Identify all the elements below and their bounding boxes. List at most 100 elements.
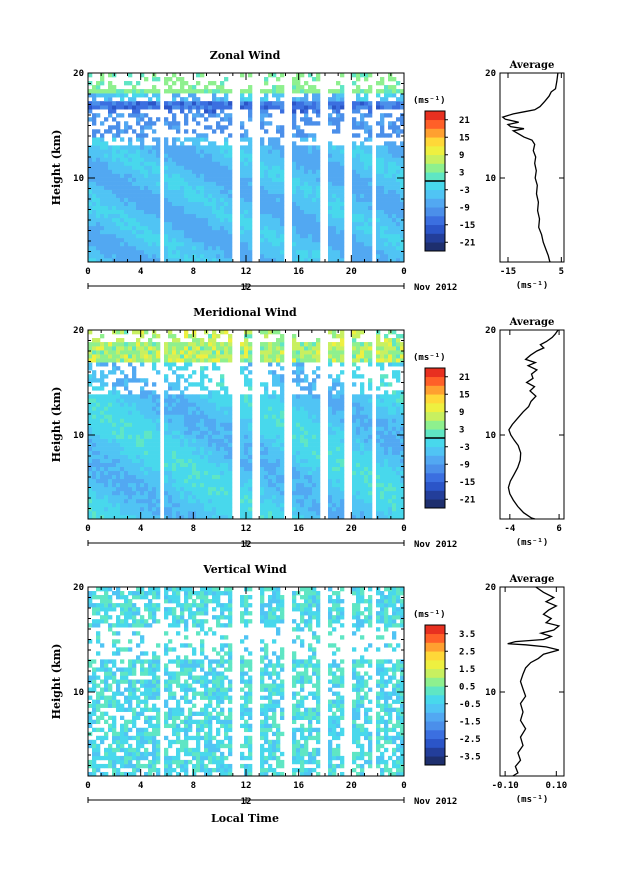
heatmap-cell [328,145,333,150]
heatmap-cell [296,125,301,130]
heatmap-cell [268,490,273,496]
heatmap-cell [144,514,149,520]
heatmap-cell [328,241,333,247]
heatmap-cell [304,474,309,480]
heatmap-cell [268,346,273,351]
heatmap-cell [292,506,297,512]
heatmap-cell [332,490,337,496]
heatmap-cell [148,354,153,359]
heatmap-cell [268,241,273,247]
heatmap-cell [100,73,105,78]
heatmap-cell [176,510,181,516]
heatmap-cell [132,177,137,182]
heatmap-cell [260,450,265,455]
heatmap-cell [224,157,229,162]
heatmap-cell [220,438,225,443]
heatmap-cell [396,129,401,134]
heatmap-cell [180,506,185,512]
heatmap-cell [176,418,181,423]
heatmap-cell [148,358,153,363]
heatmap-cell [328,446,333,451]
heatmap-cell [172,362,177,367]
heatmap-cell [304,378,309,383]
heatmap-cell [92,121,97,126]
heatmap-cell [264,253,269,259]
heatmap-cell [328,249,333,255]
heatmap-cell [136,153,141,158]
heatmap-cell [148,97,153,102]
heatmap-cell [156,334,161,339]
heatmap-cell [272,390,277,395]
heatmap-cell [108,217,113,223]
heatmap-cell [312,446,317,451]
heatmap-cell [336,450,341,455]
heatmap-cell [156,414,161,419]
heatmap-cell [132,462,137,468]
heatmap-cell [328,149,333,154]
heatmap-cell [340,386,345,391]
heatmap-cell [188,502,193,508]
heatmap-cell [300,514,305,520]
heatmap-cell [208,478,213,484]
heatmap-cell [312,85,317,90]
heatmap-cell [132,189,137,194]
heatmap-cell [392,229,397,235]
heatmap-cell [116,486,121,492]
heatmap-cell [100,77,105,82]
heatmap-cell [300,229,305,235]
heatmap-cell [152,221,157,227]
heatmap-cell [156,245,161,251]
heatmap-cell [88,342,93,347]
heatmap-cell [292,121,297,126]
heatmap-cell [308,442,313,447]
heatmap-cell [168,225,173,231]
heatmap-cell [148,121,153,126]
heatmap-cell [388,189,393,194]
heatmap-cell [280,494,285,500]
heatmap-cell [156,478,161,484]
heatmap-cell [164,165,169,170]
heatmap-cell [128,494,133,500]
heatmap-cell [92,137,97,142]
heatmap-cell [396,173,401,178]
heatmap-cell [260,482,265,488]
heatmap-cell [316,113,321,118]
heatmap-cell [124,438,129,443]
heatmap-cell [248,185,253,190]
heatmap-cell [224,506,229,512]
heatmap-cell [176,249,181,255]
heatmap-cell [124,342,129,347]
heatmap-cell [292,245,297,251]
heatmap-cell [140,506,145,512]
heatmap-cell [220,474,225,480]
heatmap-cell [352,253,357,259]
heatmap-cell [224,438,229,443]
heatmap-cell [184,422,189,427]
heatmap-cell [120,490,125,496]
heatmap-cell [112,498,117,504]
heatmap-cell [280,149,285,154]
heatmap-cell [224,137,229,142]
heatmap-cell [332,498,337,504]
heatmap-cell [120,217,125,223]
heatmap-cell [204,185,209,190]
heatmap-cell [360,237,365,243]
heatmap-cell [228,482,233,488]
heatmap-cell [164,390,169,395]
heatmap-cell [140,478,145,484]
heatmap-cell [136,450,141,455]
heatmap-cell [292,141,297,146]
heatmap-cell [192,434,197,439]
heatmap-cell [212,105,217,110]
heatmap-cell [220,85,225,90]
heatmap-cell [316,414,321,419]
heatmap-cell [200,165,205,170]
heatmap-cell [396,97,401,102]
heatmap-cell [212,237,217,243]
heatmap-cell [332,354,337,359]
colorbar-tick-label: 21 [459,116,470,126]
heatmap-cell [380,233,385,239]
heatmap-cell [224,466,229,472]
heatmap-cell [272,442,277,447]
heatmap-cell [296,486,301,492]
